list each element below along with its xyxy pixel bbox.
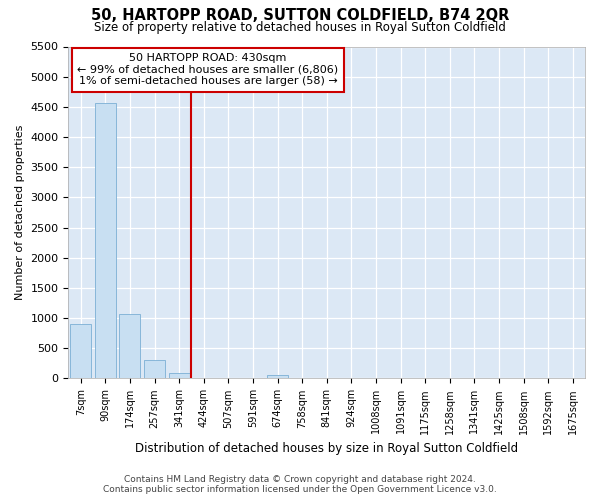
Bar	[267, 375, 288, 378]
Text: 50, HARTOPP ROAD, SUTTON COLDFIELD, B74 2QR: 50, HARTOPP ROAD, SUTTON COLDFIELD, B74 …	[91, 8, 509, 22]
Bar	[70, 324, 91, 378]
Text: 50 HARTOPP ROAD: 430sqm
← 99% of detached houses are smaller (6,806)
1% of semi-: 50 HARTOPP ROAD: 430sqm ← 99% of detache…	[77, 53, 338, 86]
Bar	[144, 360, 165, 378]
Bar	[95, 102, 116, 378]
Text: Contains HM Land Registry data © Crown copyright and database right 2024.
Contai: Contains HM Land Registry data © Crown c…	[103, 474, 497, 494]
Bar	[119, 314, 140, 378]
X-axis label: Distribution of detached houses by size in Royal Sutton Coldfield: Distribution of detached houses by size …	[135, 442, 518, 455]
Bar	[169, 373, 190, 378]
Y-axis label: Number of detached properties: Number of detached properties	[15, 125, 25, 300]
Text: Size of property relative to detached houses in Royal Sutton Coldfield: Size of property relative to detached ho…	[94, 21, 506, 34]
